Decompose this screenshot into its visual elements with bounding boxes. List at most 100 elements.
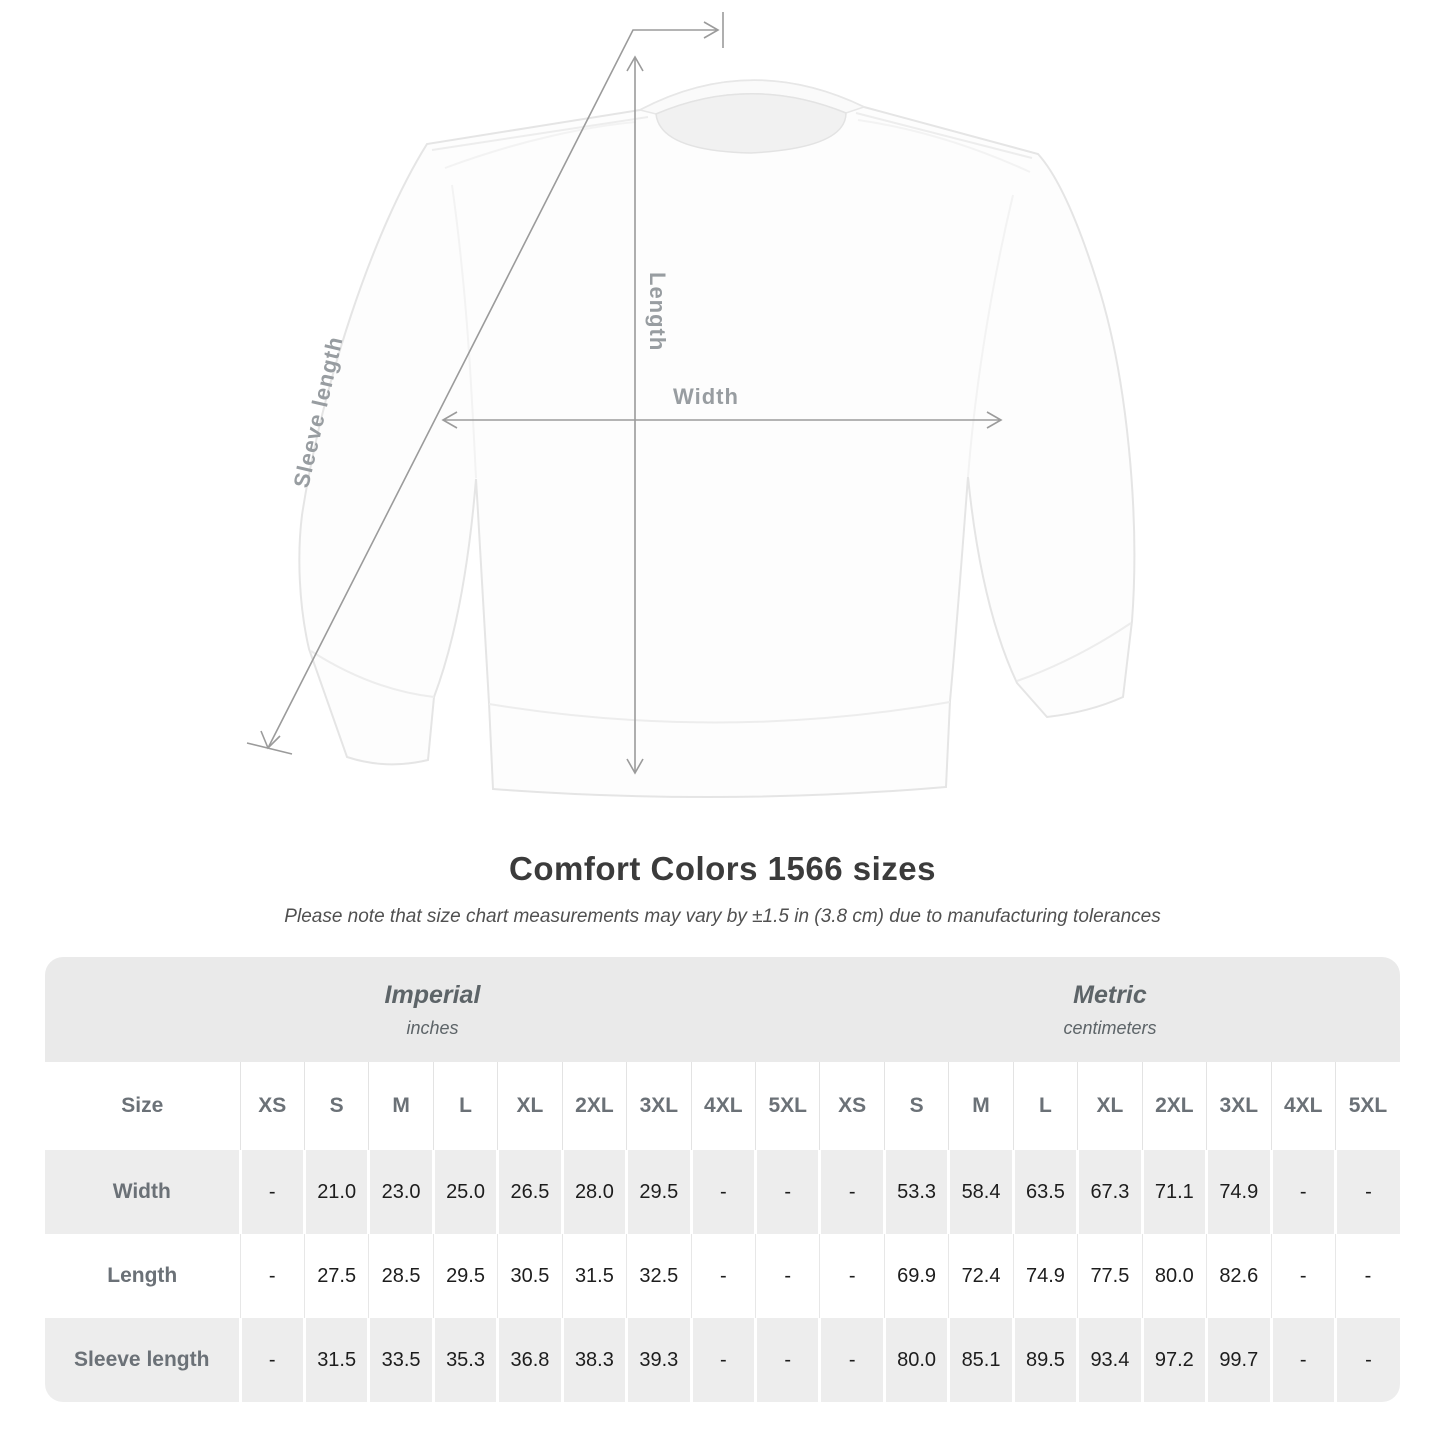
size-header-imperial-xs: XS bbox=[239, 1062, 305, 1150]
right-cuff-seam bbox=[1016, 622, 1132, 682]
right-shoulder-seam bbox=[855, 112, 1033, 159]
table-cell: 23.0 bbox=[367, 1150, 434, 1234]
table-cell: 38.3 bbox=[560, 1318, 627, 1402]
table-cell: 26.5 bbox=[496, 1150, 563, 1234]
imperial-group-unit: inches bbox=[406, 1017, 459, 1038]
table-cell: - bbox=[1270, 1234, 1336, 1318]
table-cell: 85.1 bbox=[947, 1318, 1014, 1402]
table-cell: - bbox=[753, 1150, 820, 1234]
table-cell: 74.9 bbox=[1205, 1150, 1271, 1234]
sweatshirt-measurement-diagram: Width Length Sleeve length bbox=[246, 12, 1136, 799]
table-cell: 63.5 bbox=[1011, 1150, 1078, 1234]
sleeve-start-tick bbox=[246, 742, 293, 755]
size-header-row: Size XS S M L XL 2XL 3XL 4XL 5XL XS S M … bbox=[45, 1062, 1400, 1150]
neck-opening bbox=[655, 93, 847, 154]
table-cell: 28.0 bbox=[560, 1150, 627, 1234]
left-cuff-seam bbox=[310, 650, 435, 698]
table-cell: 53.3 bbox=[882, 1150, 949, 1234]
table-cell: 36.8 bbox=[496, 1318, 563, 1402]
size-header-metric-3xl: 3XL bbox=[1206, 1062, 1271, 1150]
size-header-imperial-m: M bbox=[368, 1062, 434, 1150]
size-header-metric-2xl: 2XL bbox=[1141, 1062, 1207, 1150]
table-cell: 30.5 bbox=[497, 1234, 563, 1318]
row-label: Length bbox=[45, 1234, 240, 1318]
table-cell: 74.9 bbox=[1012, 1234, 1078, 1318]
size-header-imperial-xl: XL bbox=[497, 1062, 563, 1150]
table-cell: 67.3 bbox=[1076, 1150, 1143, 1234]
table-cell: - bbox=[1333, 1150, 1400, 1234]
length-measure-label: Length bbox=[645, 272, 670, 351]
table-cell: - bbox=[238, 1318, 305, 1402]
table-cell: 33.5 bbox=[367, 1318, 434, 1402]
left-shoulder-seam bbox=[431, 116, 649, 151]
size-header-metric-xl: XL bbox=[1077, 1062, 1143, 1150]
row-label: Sleeve length bbox=[45, 1318, 240, 1402]
table-cell: - bbox=[818, 1318, 885, 1402]
table-cell: 29.5 bbox=[625, 1150, 692, 1234]
table-cell: 89.5 bbox=[1011, 1318, 1078, 1402]
table-cell: - bbox=[238, 1150, 305, 1234]
length-arrow-top bbox=[626, 55, 644, 72]
size-header-metric-s: S bbox=[883, 1062, 949, 1150]
sleeve-arrow-start bbox=[260, 730, 281, 750]
size-chart-table: Imperial inches Metric centimeters Size … bbox=[45, 957, 1400, 1402]
table-cell: - bbox=[1269, 1318, 1336, 1402]
table-cell: 99.7 bbox=[1205, 1318, 1271, 1402]
table-cell: 29.5 bbox=[432, 1234, 498, 1318]
table-cell: - bbox=[754, 1234, 820, 1318]
table-cell: - bbox=[1334, 1234, 1400, 1318]
unit-group-row: Imperial inches Metric centimeters bbox=[45, 957, 1400, 1062]
table-cell: 80.0 bbox=[882, 1318, 949, 1402]
length-arrow-bottom bbox=[626, 758, 644, 775]
table-cell: 32.5 bbox=[626, 1234, 692, 1318]
table-cell: 31.5 bbox=[561, 1234, 627, 1318]
table-cell: 69.9 bbox=[883, 1234, 949, 1318]
table-cell: 35.3 bbox=[431, 1318, 498, 1402]
metric-group-unit: centimeters bbox=[1063, 1017, 1157, 1038]
table-cell: - bbox=[818, 1150, 885, 1234]
table-cell: - bbox=[689, 1318, 756, 1402]
waistband-seam bbox=[488, 701, 951, 724]
row-label: Width bbox=[45, 1150, 240, 1234]
width-measure-label: Width bbox=[673, 384, 739, 409]
table-cell: - bbox=[753, 1318, 820, 1402]
table-cell: 80.0 bbox=[1141, 1234, 1207, 1318]
table-cell: - bbox=[819, 1234, 885, 1318]
table-cell: 97.2 bbox=[1140, 1318, 1207, 1402]
imperial-group-header: Imperial inches bbox=[45, 957, 820, 1062]
table-cell: 93.4 bbox=[1076, 1318, 1143, 1402]
size-header-metric-4xl: 4XL bbox=[1270, 1062, 1336, 1150]
size-header-imperial-4xl: 4XL bbox=[690, 1062, 756, 1150]
fold-line bbox=[444, 121, 637, 169]
width-arrow-left bbox=[441, 411, 458, 429]
size-header-imperial-5xl: 5XL bbox=[754, 1062, 820, 1150]
size-header-metric-m: M bbox=[948, 1062, 1014, 1150]
left-armhole-seam bbox=[451, 184, 477, 479]
table-cell: 82.6 bbox=[1206, 1234, 1271, 1318]
size-header-imperial-l: L bbox=[432, 1062, 498, 1150]
sleeve-length-row: Sleeve length - 31.5 33.5 35.3 36.8 38.3… bbox=[45, 1318, 1400, 1402]
fold-line bbox=[857, 119, 1031, 173]
size-col-header: Size bbox=[45, 1062, 240, 1150]
imperial-group-label: Imperial bbox=[384, 980, 481, 1009]
size-header-imperial-s: S bbox=[303, 1062, 369, 1150]
table-cell: 31.5 bbox=[302, 1318, 369, 1402]
size-header-metric-5xl: 5XL bbox=[1334, 1062, 1400, 1150]
right-armhole-seam bbox=[967, 194, 1014, 478]
table-cell: - bbox=[1333, 1318, 1400, 1402]
sweatshirt-body bbox=[298, 79, 1136, 799]
size-header-imperial-2xl: 2XL bbox=[561, 1062, 627, 1150]
table-cell: 77.5 bbox=[1077, 1234, 1143, 1318]
page-title: Comfort Colors 1566 sizes bbox=[509, 850, 936, 887]
table-cell: 27.5 bbox=[303, 1234, 369, 1318]
width-row: Width - 21.0 23.0 25.0 26.5 28.0 29.5 - … bbox=[45, 1150, 1400, 1234]
table-cell: 39.3 bbox=[625, 1318, 692, 1402]
table-cell: - bbox=[690, 1234, 756, 1318]
table-cell: 72.4 bbox=[948, 1234, 1014, 1318]
table-cell: 71.1 bbox=[1140, 1150, 1207, 1234]
width-arrow-right bbox=[986, 411, 1003, 429]
table-cell: 21.0 bbox=[302, 1150, 369, 1234]
table-cell: - bbox=[689, 1150, 756, 1234]
sleeve-length-line bbox=[267, 29, 718, 749]
